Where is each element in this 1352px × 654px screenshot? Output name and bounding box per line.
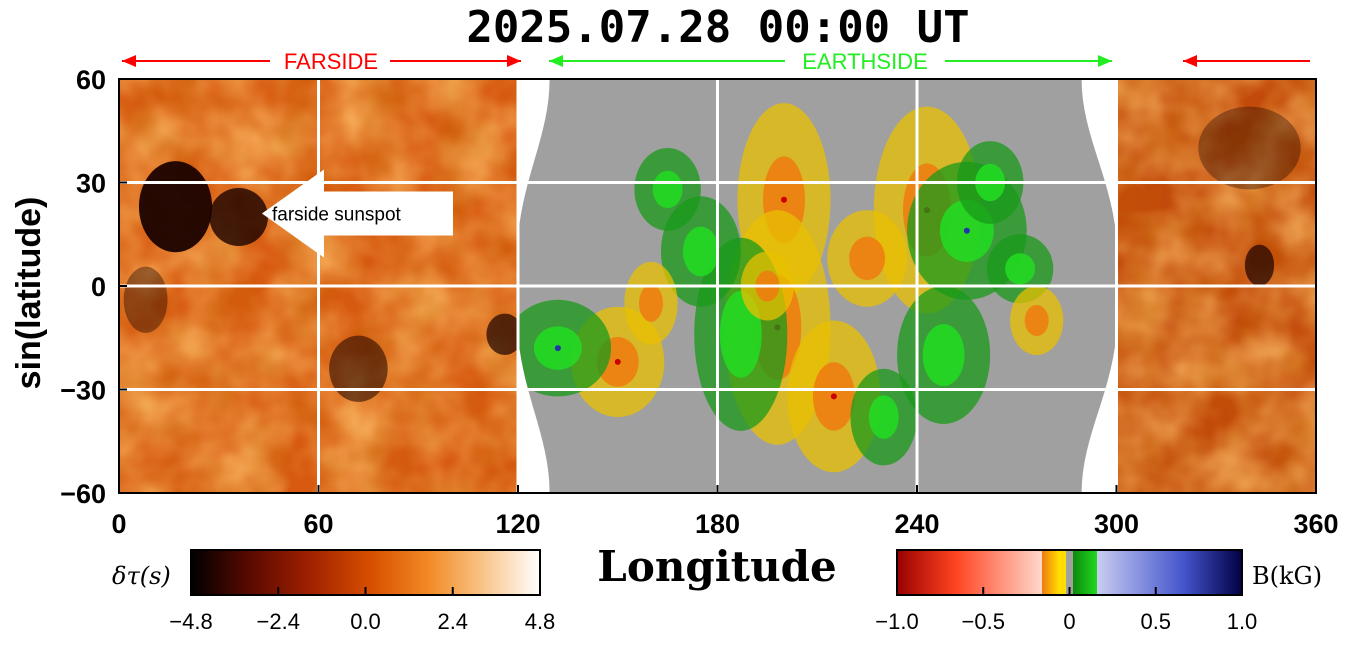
active-region-core <box>652 170 683 209</box>
farside-dark-patch <box>486 313 523 355</box>
x-axis: 0 60 120 180 240 300 360 <box>111 485 1339 539</box>
y-tick-label: 30 <box>76 169 106 199</box>
active-region-umbra <box>963 227 970 234</box>
colorbar-b-label: B(kG) <box>1252 562 1322 590</box>
active-region-umbra <box>830 393 837 400</box>
x-tick-label: 240 <box>894 509 939 539</box>
map-title: 2025.07.28 00:00 UT <box>466 2 969 53</box>
colorbar-delta-tau: δτ(s) −4.8 −2.4 0.0 2.4 4.8 <box>112 549 556 634</box>
active-region-umbra <box>781 196 787 203</box>
active-region-core <box>639 284 663 322</box>
colorbar-tick-label: 2.4 <box>437 609 468 634</box>
colorbar-tick-label: 1.0 <box>1227 609 1258 634</box>
farside-dark-patch <box>209 188 268 246</box>
colorbar-tick-label: −4.8 <box>169 609 212 634</box>
y-tick-label: −60 <box>60 479 106 509</box>
active-region-core <box>849 236 886 281</box>
active-region-core <box>922 323 965 387</box>
x-axis-label: Longitude <box>597 542 836 591</box>
earthside-banner-label: EARTHSIDE <box>802 49 928 74</box>
farside-banner-left-head <box>122 55 136 67</box>
y-tick-label: 0 <box>91 272 106 302</box>
farside-sunspot-annotation: farside sunspot <box>261 169 453 258</box>
earthside-banner-left-head <box>549 55 563 67</box>
active-region-core <box>1024 304 1049 337</box>
colorbar-delta-tau-label: δτ(s) <box>112 562 171 590</box>
x-tick-label: 120 <box>495 509 540 539</box>
colorbar-tick-label: −2.4 <box>257 609 300 634</box>
colorbar-tick-label: −1.0 <box>875 609 918 634</box>
active-region-core <box>868 395 899 439</box>
annotation-label: farside sunspot <box>272 205 402 226</box>
farside-banner-label: FARSIDE <box>284 49 378 74</box>
active-region-umbra <box>614 358 621 365</box>
colorbar-tick-label: 0.0 <box>350 609 381 634</box>
active-region-core <box>1005 253 1036 285</box>
grid-lines <box>119 79 1316 493</box>
plot-area <box>119 79 1316 493</box>
y-tick-label: −30 <box>60 376 106 406</box>
colorbar-tick-label: −0.5 <box>962 609 1005 634</box>
farside-dark-patch <box>123 266 168 333</box>
colorbar-b-field: B(kG) −1.0 −0.5 0 0.5 1.0 <box>875 549 1322 634</box>
colorbar-tick-label: 4.8 <box>525 609 556 634</box>
colorbar-tick-label: 0.5 <box>1140 609 1171 634</box>
farside-dark-patch <box>1244 244 1275 286</box>
y-axis-label: sin(latitude) <box>10 197 48 390</box>
earthside-banner-right-head <box>1098 55 1112 67</box>
farside-dark-patch <box>1198 106 1301 190</box>
farside-banner-right-head <box>507 55 521 67</box>
active-region-umbra <box>554 345 561 352</box>
hemisphere-banner: FARSIDE EARTHSIDE <box>122 49 1310 74</box>
x-tick-label: 360 <box>1293 509 1338 539</box>
farside-dark-patch <box>329 335 388 402</box>
annotation-arrow <box>261 169 453 258</box>
farside-banner-far-right-head <box>1183 55 1197 67</box>
x-tick-label: 0 <box>111 509 126 539</box>
y-axis: 60 30 0 −30 −60 <box>60 65 127 509</box>
y-tick-label: 60 <box>76 65 106 95</box>
active-region-core <box>682 226 719 277</box>
x-tick-label: 180 <box>695 509 740 539</box>
farside-dark-patch <box>138 161 213 253</box>
x-tick-label: 300 <box>1094 509 1139 539</box>
x-tick-label: 60 <box>303 509 333 539</box>
colorbar-tick-label: 0 <box>1063 609 1075 634</box>
